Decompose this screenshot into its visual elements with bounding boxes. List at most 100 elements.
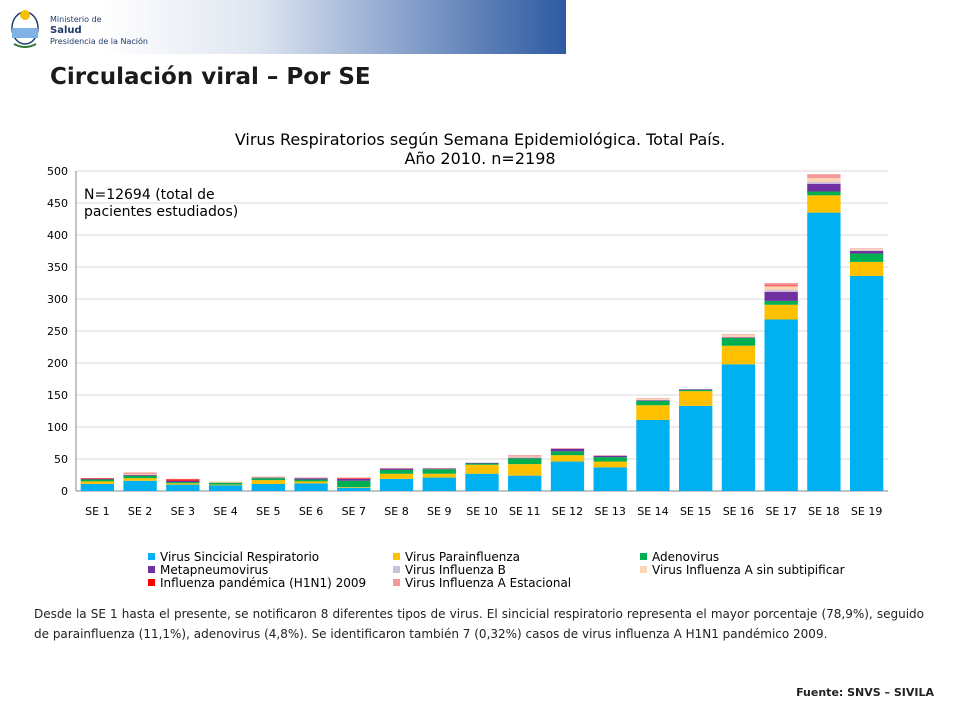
bar-segment [251, 480, 285, 484]
bar-segment [593, 457, 627, 462]
bar-segment [807, 178, 841, 182]
x-tick-label: SE 11 [509, 505, 540, 518]
legend-label: Virus Influenza A sin subtipificar [652, 563, 845, 577]
legend-label: Adenovirus [652, 550, 720, 564]
bar-segment [508, 458, 542, 465]
logo-text: Ministerio de Salud Presidencia de la Na… [50, 14, 148, 47]
bar-segment [465, 464, 499, 474]
x-tick-label: SE 9 [427, 505, 451, 518]
bar-segment [251, 476, 285, 478]
bar-segment [807, 174, 841, 179]
bar-segment [721, 345, 756, 365]
bar-segment [636, 400, 670, 401]
bar-segment [721, 337, 756, 339]
bar-segment [679, 389, 713, 390]
legend-item: Virus Sincicial Respiratorio [148, 551, 319, 564]
x-tick-label: SE 3 [171, 505, 195, 518]
bar-segment [764, 291, 798, 301]
x-tick-label: SE 1 [85, 505, 109, 518]
bar-segment [807, 195, 841, 213]
page-title: Circulación viral – Por SE [50, 64, 371, 90]
bar-segment [679, 391, 713, 406]
bar-segment [807, 183, 841, 192]
logo-line2: Salud [50, 25, 82, 36]
bar-segment [166, 480, 200, 483]
y-tick-label: 50 [54, 453, 68, 466]
bar-segment [379, 469, 414, 474]
x-tick-label: SE 19 [851, 505, 882, 518]
bar-segment [166, 478, 200, 480]
bar-segment [764, 290, 798, 292]
bar-segment [508, 475, 542, 491]
bar-segment [679, 389, 713, 392]
y-tick-label: 300 [47, 293, 68, 306]
bar-segment [721, 338, 756, 346]
y-tick-label: 200 [47, 357, 68, 370]
bar-segment [123, 478, 157, 481]
bar-segment [379, 478, 414, 491]
bar-segment [251, 478, 285, 481]
bar-segment [508, 456, 542, 458]
legend-swatch [148, 553, 155, 560]
x-tick-label: SE 2 [128, 505, 152, 518]
bar-segment [80, 479, 115, 482]
bar-segment [294, 479, 328, 482]
bar-segment [807, 212, 841, 491]
ministry-logo: Ministerio de Salud Presidencia de la Na… [8, 6, 148, 48]
bar-segment [508, 464, 542, 476]
bar-segment [550, 461, 585, 491]
chart-annotation-line2: pacientes estudiados) [84, 204, 238, 220]
bar-segment [764, 304, 798, 320]
x-tick-label: SE 17 [765, 505, 796, 518]
bar-segment [422, 469, 456, 474]
bar-segment [721, 334, 756, 338]
bar-segment [337, 478, 371, 479]
legend-label: Virus Influenza B [405, 563, 506, 577]
x-tick-label: SE 15 [680, 505, 711, 518]
chart-title: Virus Respiratorios según Semana Epidemi… [150, 130, 810, 168]
y-tick-label: 250 [47, 325, 68, 338]
bar-segment [379, 468, 414, 470]
bar-segment [508, 457, 542, 459]
bar-segment [123, 472, 157, 475]
bar-segment [550, 455, 585, 462]
bar-segment [636, 400, 670, 406]
bar-segment [679, 405, 713, 491]
bar-segment [166, 482, 200, 484]
stacked-bar-chart: 0 50 100 150 200 250 300 350 400 450 500 SE 1 SE 2 SE… [47, 165, 888, 518]
bar-segment [166, 479, 200, 481]
bar-segment [849, 275, 884, 491]
bar-segment [251, 477, 285, 479]
bar-segment [764, 286, 798, 291]
bar-segment [294, 483, 328, 491]
bar-segment [166, 484, 200, 491]
bar-segment [422, 467, 456, 469]
x-tick-label: SE 4 [213, 505, 237, 518]
bar-segment [849, 250, 884, 251]
y-tick-label: 500 [47, 165, 68, 178]
bar-segment [465, 473, 499, 491]
bar-segment [465, 462, 499, 464]
bar-segment [379, 473, 414, 479]
y-tick-label: 450 [47, 197, 68, 210]
bar-segment [294, 481, 328, 484]
bar-segment [337, 477, 371, 479]
x-tick-label: SE 18 [808, 505, 839, 518]
bar-segment [764, 285, 798, 287]
coat-of-arms-icon [11, 10, 39, 48]
bar-segment [849, 253, 884, 262]
bar-segment [593, 455, 627, 456]
legend-swatch [148, 579, 155, 586]
chart-title-line1: Virus Respiratorios según Semana Epidemi… [234, 130, 726, 149]
bar-segment [337, 487, 371, 488]
x-tick-label: SE 13 [594, 505, 625, 518]
description-text: Desde la SE 1 hasta el presente, se noti… [34, 607, 924, 641]
bar-segment [80, 483, 115, 491]
bar-segment [849, 261, 884, 276]
bar-segment [550, 451, 585, 456]
bar-segment [636, 398, 670, 401]
legend-item: Virus Influenza B [393, 564, 506, 577]
bar-segment [208, 482, 243, 485]
logo-line3: Presidencia de la Nación [50, 37, 148, 46]
bar-segment [123, 474, 157, 475]
